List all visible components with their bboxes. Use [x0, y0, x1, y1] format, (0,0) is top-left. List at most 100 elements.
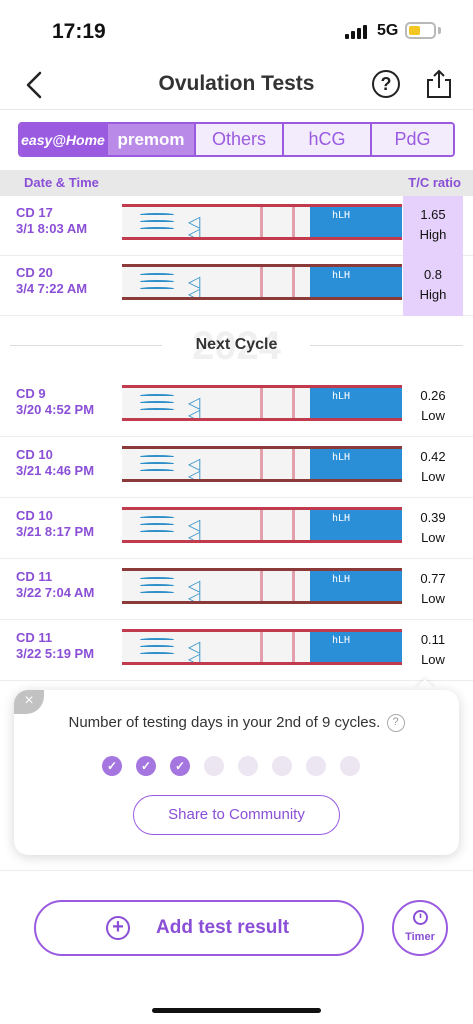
test-strip-image[interactable]: ◁ ◁ hLH [122, 446, 402, 482]
test-row[interactable]: CD 20 3/4 7:22 AM ◁ ◁ hLH 0.8 High [0, 256, 473, 316]
strip-line [292, 632, 295, 662]
test-row[interactable]: CD 10 3/21 4:46 PM ◁ ◁ hLH 0.42 Low [0, 438, 473, 498]
tc-ratio-value: 0.8 [423, 267, 443, 282]
strip-label: hLH [332, 635, 351, 646]
tc-ratio-level: Low [421, 408, 445, 423]
strip-handle: ◁ ◁ [140, 211, 200, 237]
strip-wave [140, 280, 174, 283]
strip-arrow: ◁ ◁ [188, 274, 201, 300]
strip-handle: ◁ ◁ [140, 636, 200, 662]
strip-wave [140, 227, 174, 230]
strip-line [292, 510, 295, 540]
test-row[interactable]: CD 9 3/20 4:52 PM ◁ ◁ hLH 0.26 Low [0, 377, 473, 437]
strip-handle: ◁ ◁ [140, 575, 200, 601]
nav-header: Ovulation Tests ? [0, 60, 473, 110]
progress-dot-empty [306, 756, 326, 776]
strip-line [260, 571, 263, 601]
status-bar: 17:19 5G [0, 0, 473, 60]
tab-pdg[interactable]: PdG [372, 124, 453, 155]
help-icon[interactable]: ? [386, 714, 405, 733]
tc-ratio-value: 0.39 [420, 510, 446, 525]
tc-ratio-cell: 0.77 Low [403, 560, 463, 620]
help-button[interactable]: ? [372, 70, 400, 98]
strip-handle: ◁ ◁ [140, 271, 200, 297]
test-strip-image[interactable]: ◁ ◁ hLH [122, 264, 402, 300]
tc-ratio-value: 0.42 [420, 449, 446, 464]
share-button[interactable] [425, 68, 453, 100]
tc-ratio-level: High [419, 287, 447, 302]
strip-wave [140, 220, 174, 223]
strip-label-area: hLH [310, 267, 402, 297]
progress-dot-empty [340, 756, 360, 776]
signal-icon [345, 25, 371, 39]
back-button[interactable] [20, 68, 50, 102]
tc-ratio-value: 0.11 [420, 632, 446, 647]
test-strip-image[interactable]: ◁ ◁ hLH [122, 204, 402, 240]
brand-tab-bar: easy@Home premom Others hCG PdG [18, 122, 455, 157]
strip-wave [140, 213, 174, 216]
strip-wave [140, 401, 174, 404]
strip-wave [140, 530, 174, 533]
strip-line [292, 449, 295, 479]
test-row[interactable]: CD 10 3/21 8:17 PM ◁ ◁ hLH 0.39 Low [0, 499, 473, 559]
strip-arrow: ◁ ◁ [188, 517, 201, 543]
strip-wave [140, 652, 174, 655]
share-to-community-button[interactable]: Share to Community [133, 795, 340, 835]
strip-label-area: hLH [310, 510, 402, 540]
tab-hcg[interactable]: hCG [284, 124, 372, 155]
network-type: 5G [377, 22, 399, 39]
tc-ratio-level: Low [421, 469, 445, 484]
row-date: CD 20 3/4 7:22 AM [16, 265, 87, 297]
tc-ratio-cell: 0.42 Low [403, 438, 463, 498]
strip-arrow: ◁ ◁ [188, 578, 201, 604]
tc-ratio-cell: 0.8 High [403, 256, 463, 316]
tc-ratio-level: Low [421, 591, 445, 606]
tab-easy-at-home[interactable]: easy@Home [20, 124, 108, 155]
tc-ratio-cell: 0.26 Low [403, 377, 463, 437]
page-title: Ovulation Tests [158, 72, 315, 95]
row-date: CD 10 3/21 4:46 PM [16, 447, 94, 479]
clock-icon [413, 910, 428, 925]
strip-line [292, 207, 295, 237]
strip-label-area: hLH [310, 632, 402, 662]
strip-label-area: hLH [310, 207, 402, 237]
tab-premom[interactable]: premom [108, 124, 196, 155]
test-row[interactable]: CD 11 3/22 5:19 PM ◁ ◁ hLH 0.11 Low [0, 621, 473, 681]
strip-wave [140, 455, 174, 458]
strip-line [260, 388, 263, 418]
strip-wave [140, 287, 174, 290]
strip-label: hLH [332, 391, 351, 402]
chevron-left-icon [26, 71, 42, 99]
test-strip-image[interactable]: ◁ ◁ hLH [122, 385, 402, 421]
progress-dot-checked: ✓ [136, 756, 156, 776]
strip-label: hLH [332, 574, 351, 585]
home-indicator [152, 1008, 321, 1013]
progress-dot-checked: ✓ [102, 756, 122, 776]
strip-wave [140, 584, 174, 587]
strip-wave [140, 394, 174, 397]
timer-label: Timer [405, 931, 435, 943]
test-strip-image[interactable]: ◁ ◁ hLH [122, 568, 402, 604]
row-date: CD 11 3/22 5:19 PM [16, 630, 94, 662]
tc-ratio-level: High [419, 227, 447, 242]
test-datetime: 3/21 8:17 PM [16, 524, 95, 539]
share-icon [427, 69, 451, 98]
test-row[interactable]: CD 11 3/22 7:04 AM ◁ ◁ hLH 0.77 Low [0, 560, 473, 620]
test-row[interactable]: CD 17 3/1 8:03 AM ◁ ◁ hLH 1.65 High [0, 196, 473, 256]
strip-label: hLH [332, 210, 351, 221]
testing-days-popup: Number of testing days in your 2nd of 9 … [14, 690, 459, 855]
status-time: 17:19 [52, 20, 106, 43]
popup-text: Number of testing days in your 2nd of 9 … [68, 714, 381, 731]
next-cycle-label: Next Cycle [195, 336, 278, 353]
test-strip-image[interactable]: ◁ ◁ hLH [122, 629, 402, 665]
strip-wave [140, 469, 174, 472]
strip-line [260, 510, 263, 540]
cycle-day: CD 11 [16, 630, 53, 645]
strip-wave [140, 645, 174, 648]
tc-ratio-value: 1.65 [420, 207, 446, 222]
test-strip-image[interactable]: ◁ ◁ hLH [122, 507, 402, 543]
timer-button[interactable]: Timer [392, 900, 448, 956]
add-test-result-button[interactable]: + Add test result [34, 900, 364, 956]
tab-others[interactable]: Others [196, 124, 284, 155]
cycle-day: CD 10 [16, 508, 53, 523]
